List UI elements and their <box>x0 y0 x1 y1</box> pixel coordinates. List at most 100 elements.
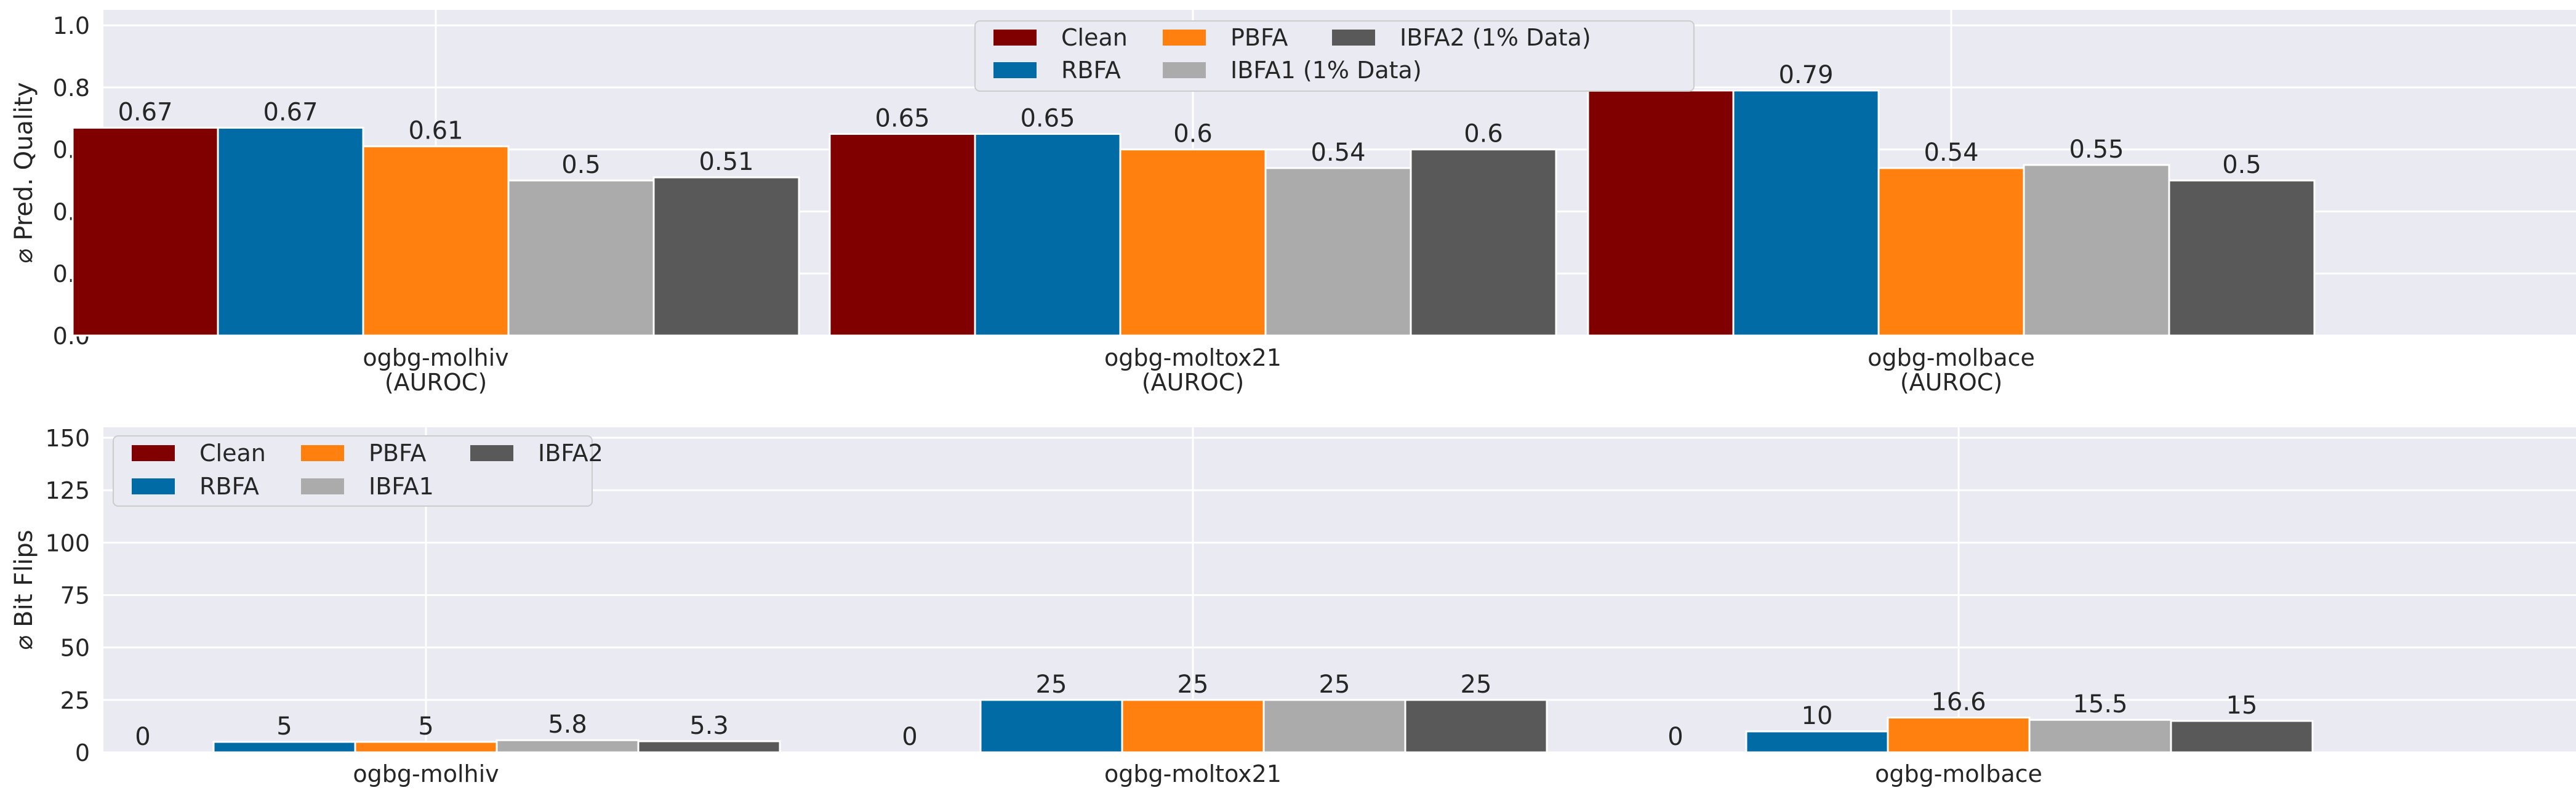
bar-ibfa2-1-data--3 <box>2168 179 2316 337</box>
legend-frame <box>113 435 593 507</box>
data-label: 10 <box>1802 702 1833 730</box>
x-category-label-line: (AUROC) <box>1900 369 2002 396</box>
bar-ibfa2-1-data--2 <box>1410 148 1557 337</box>
data-label: 25 <box>1036 670 1067 699</box>
bar-rbfa-1 <box>212 741 356 754</box>
x-category-label-line: ogbg-molhiv <box>363 344 508 371</box>
bar-ibfa1-1 <box>496 739 640 754</box>
legend-entry-label: IBFA1 <box>369 473 434 500</box>
data-label: 5 <box>418 712 433 741</box>
data-label: 0.79 <box>1778 61 1833 89</box>
bar-rbfa-2 <box>979 699 1123 754</box>
data-label: 25 <box>1319 670 1350 699</box>
data-label: 25 <box>1178 670 1209 699</box>
data-label: 0.6 <box>1173 120 1213 148</box>
data-label: 5 <box>276 712 292 741</box>
data-label: 0.54 <box>1924 139 1978 167</box>
y-tick-label: 0.8 <box>53 74 90 102</box>
legend-swatch <box>993 62 1037 78</box>
bar-ibfa2-3 <box>2170 720 2314 754</box>
data-label: 0.61 <box>408 117 463 145</box>
bar-pbfa-3 <box>1877 167 2025 337</box>
data-label: 0.6 <box>1464 120 1503 148</box>
bar-ibfa1-1-data--1 <box>507 179 655 337</box>
y-tick-label: 25 <box>60 687 90 714</box>
bar-pbfa-1 <box>362 145 510 337</box>
x-category-label: ogbg-molhiv (AUROC) <box>363 344 508 396</box>
y-tick-label: 75 <box>60 582 90 610</box>
x-category-label-line: ogbg-molhiv <box>353 760 499 787</box>
bar-ibfa2-2 <box>1404 699 1548 754</box>
bar-ibfa1-1-data--2 <box>1264 167 1412 337</box>
x-category-label-line: (AUROC) <box>385 369 487 396</box>
legend-entry-label: RBFA <box>1061 57 1121 84</box>
y-tick-label: 125 <box>45 477 90 504</box>
data-label: 0.5 <box>561 151 601 179</box>
data-label: 0 <box>135 723 150 751</box>
x-category-label: ogbg-moltox21 <box>1104 760 1282 787</box>
bar-pbfa-2 <box>1121 699 1265 754</box>
bar-ibfa2-1-data--1 <box>652 176 800 337</box>
legend-entry-label: PBFA <box>1230 24 1288 51</box>
x-category-label-line: ogbg-moltox21 <box>1104 760 1282 787</box>
legend-entry-label: RBFA <box>199 473 259 500</box>
x-category-label: ogbg-molbace <box>1875 760 2042 787</box>
legend-swatch <box>1332 30 1375 46</box>
bar-ibfa2-1 <box>637 740 781 754</box>
data-label: 16.6 <box>1931 688 1986 716</box>
bar-rbfa-2 <box>974 133 1121 337</box>
legend-swatch <box>132 478 175 494</box>
bar-ibfa1-2 <box>1262 699 1406 754</box>
chart-panel-2: 0 25 50 75 100 125 150 0 0 0 5 25 10 5 25 16.6 5.8 25 15.5… <box>10 425 2576 787</box>
data-label: 0 <box>1667 723 1683 751</box>
bar-ibfa1-1-data--3 <box>2023 164 2170 337</box>
legend-entry-label: PBFA <box>369 440 426 467</box>
data-label: 5.3 <box>689 712 729 740</box>
bar-pbfa-2 <box>1119 148 1267 337</box>
legend: Clean RBFA PBFA IBFA1 (1% Data) IBFA2 (1% Da… <box>974 20 1695 92</box>
bar-rbfa-1 <box>217 126 364 337</box>
chart-panel-1: 0.00.20.40.60.81.00.670.650.790.670.650.… <box>10 10 2576 396</box>
y-tick-label: 100 <box>45 529 90 557</box>
bar-ibfa1-3 <box>2028 718 2172 754</box>
bar-clean-2 <box>829 133 976 337</box>
data-label: 15 <box>2226 691 2258 720</box>
y-tick-label: 150 <box>45 425 90 452</box>
x-category-label-line: (AUROC) <box>1142 369 1244 396</box>
bar-clean-3 <box>1587 89 1735 337</box>
x-category-label: ogbg-molbace (AUROC) <box>1868 344 2035 396</box>
data-label: 0.54 <box>1310 139 1365 167</box>
legend-entry-label: IBFA2 (1% Data) <box>1400 24 1591 51</box>
y-tick-label: 50 <box>60 635 90 662</box>
legend-entry-label: Clean <box>199 440 266 467</box>
data-label: 0.5 <box>2222 151 2261 179</box>
y-tick-label: 1.0 <box>53 12 90 39</box>
bar-rbfa-3 <box>1745 730 1889 754</box>
legend-entry-label: Clean <box>1061 24 1128 51</box>
y-axis-label: ⌀ Pred. Quality <box>10 82 38 263</box>
legend: Clean RBFA PBFA IBFA1 IBFA2 <box>113 435 603 507</box>
y-axis-label: ⌀ Bit Flips <box>10 529 38 650</box>
legend-frame <box>974 20 1695 92</box>
data-label: 0 <box>902 723 917 751</box>
data-label: 0.55 <box>2069 135 2124 164</box>
data-label: 0.51 <box>699 148 753 176</box>
legend-entry-label: IBFA1 (1% Data) <box>1230 57 1422 84</box>
legend-swatch <box>132 445 175 461</box>
x-category-label-line: ogbg-moltox21 <box>1104 344 1282 371</box>
x-category-label: ogbg-molhiv <box>353 760 499 787</box>
bar-pbfa-1 <box>354 741 498 754</box>
y-tick-label: 0 <box>75 739 90 767</box>
legend-swatch <box>301 478 344 494</box>
bar-pbfa-3 <box>1887 716 2031 754</box>
legend-entry-label: IBFA2 <box>538 440 603 467</box>
data-label: 15.5 <box>2072 690 2127 718</box>
legend-swatch <box>301 445 344 461</box>
legend-swatch <box>993 30 1037 46</box>
data-label: 0.65 <box>1020 105 1075 133</box>
x-category-label-line: ogbg-molbace <box>1875 760 2042 787</box>
data-label: 5.8 <box>548 710 587 739</box>
x-category-label: ogbg-moltox21 (AUROC) <box>1104 344 1282 396</box>
